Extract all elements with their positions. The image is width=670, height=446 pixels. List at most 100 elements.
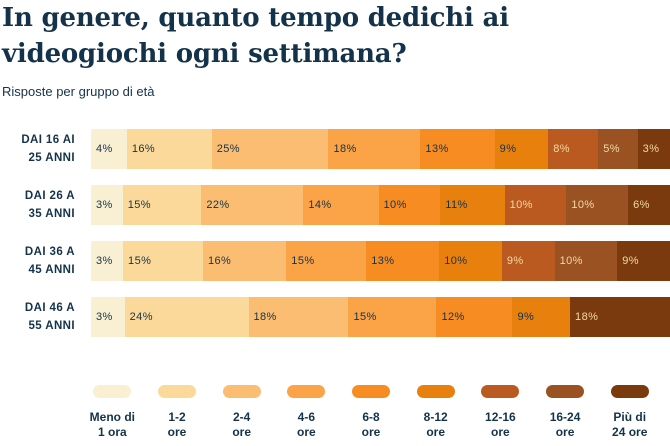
legend-label: 2-4 ore <box>232 410 251 440</box>
bar-segment: 13% <box>366 241 440 281</box>
legend-label: Più di 24 ore <box>612 410 647 440</box>
bar-segment: 15% <box>122 185 202 225</box>
legend-item: 1-2 ore <box>145 385 210 440</box>
legend-item: 16-24 ore <box>533 385 598 440</box>
row-label-line-2: 35 ANNI <box>28 208 75 220</box>
bar-segment: 25% <box>211 129 329 169</box>
bar-segment: 24% <box>124 297 249 337</box>
stacked-bar: 3% 24% 18% 15% 12% 9% 18% <box>91 297 670 337</box>
legend-swatch <box>352 385 391 398</box>
bar-segment: 8% <box>548 129 599 169</box>
legend-label-line-1: 2-4 <box>233 410 251 424</box>
legend-item: 12-16 ore <box>468 385 533 440</box>
bar-segment: 16% <box>126 129 212 169</box>
bar-segment: 11% <box>440 185 505 225</box>
legend-swatch <box>610 385 649 398</box>
segment-value-label: 24% <box>129 311 153 323</box>
bar-segment: 10% <box>504 185 567 225</box>
bar-row-label: DAI 16 AI 25 ANNI <box>0 129 91 169</box>
segment-value-label: 15% <box>291 255 315 267</box>
bar-segment: 18% <box>570 297 670 337</box>
legend-swatch <box>546 385 585 398</box>
bar-segment: 12% <box>436 297 513 337</box>
bar-segment: 10% <box>378 185 441 225</box>
legend-item: Più di 24 ore <box>597 385 662 440</box>
legend-label-line-1: 12-16 <box>485 410 516 424</box>
legend-label-line-1: 4-6 <box>297 410 316 424</box>
legend-swatch <box>416 385 455 398</box>
bar-segment: 10% <box>566 185 629 225</box>
legend-item: 6-8 ore <box>339 385 404 440</box>
bar-row: DAI 26 A 35 ANNI 3% 15% 22% 14% 10% 11% 10% 10% 6% <box>0 185 670 225</box>
legend-label-line-2: ore <box>426 425 446 439</box>
legend-label-line-2: ore <box>555 425 575 439</box>
legend-label-line-1: Meno di <box>89 410 135 424</box>
legend-label: 8-12 ore <box>424 410 448 440</box>
title-line-1: In genere, quanto tempo dedichi ai <box>2 3 509 33</box>
bar-segment: 14% <box>303 185 379 225</box>
bar-segment: 16% <box>202 241 287 281</box>
segment-value-label: 16% <box>131 143 156 155</box>
legend-label-line-2: 1 ora <box>97 425 127 439</box>
row-label-line-1: DAI 26 A <box>24 190 75 202</box>
segment-value-label: 9% <box>622 255 639 267</box>
bar-row: DAI 36 A 45 ANNI 3% 15% 16% 15% 13% 10% 9% 10% 9% <box>0 241 670 281</box>
bar-row-label: DAI 46 A 55 ANNI <box>0 297 91 337</box>
row-label-line-2: 45 ANNI <box>28 264 75 276</box>
segment-value-label: 9% <box>517 311 535 323</box>
bar-segment: 15% <box>123 241 203 281</box>
legend-item: 8-12 ore <box>403 385 468 440</box>
row-label-line-1: DAI 16 AI <box>21 134 75 146</box>
legend-item: 2-4 ore <box>209 385 274 440</box>
segment-value-label: 11% <box>445 199 468 211</box>
segment-value-label: 8% <box>553 143 570 155</box>
segment-value-label: 12% <box>441 311 465 323</box>
bar-segment: 3% <box>91 241 124 281</box>
segment-value-label: 14% <box>308 199 332 211</box>
segment-value-label: 15% <box>128 255 152 267</box>
segment-value-label: 22% <box>206 199 230 211</box>
bar-segment: 22% <box>201 185 304 225</box>
legend-swatch <box>481 385 520 398</box>
segment-value-label: 10% <box>444 255 468 267</box>
segment-value-label: 6% <box>633 199 650 211</box>
stacked-bar-chart: DAI 16 AI 25 ANNI 4% 16% 25% 18% 13% 9% 8% 5% 3% DA… <box>0 129 670 353</box>
segment-value-label: 3% <box>642 143 660 155</box>
segment-value-label: 10% <box>559 255 583 267</box>
segment-value-label: 5% <box>603 143 620 155</box>
bar-row: DAI 46 A 55 ANNI 3% 24% 18% 15% 12% 9% 18% <box>0 297 670 337</box>
legend-label: 6-8 ore <box>362 410 381 440</box>
row-label-line-1: DAI 36 A <box>24 246 75 258</box>
segment-value-label: 9% <box>506 255 524 267</box>
bar-segment: 18% <box>328 129 421 169</box>
legend-swatch <box>222 385 261 398</box>
row-label-line-2: 55 ANNI <box>28 320 75 332</box>
segment-value-label: 25% <box>216 143 240 155</box>
bar-segment: 9% <box>512 297 571 337</box>
legend-label-line-2: ore <box>297 425 316 439</box>
stacked-bar: 4% 16% 25% 18% 13% 9% 8% 5% 3% <box>91 129 670 169</box>
segment-value-label: 3% <box>96 311 113 323</box>
legend-label: 4-6 ore <box>297 410 316 440</box>
legend-label-line-1: 6-8 <box>362 410 380 424</box>
segment-value-label: 13% <box>425 143 449 155</box>
legend-swatch <box>158 385 196 398</box>
legend-label: 16-24 ore <box>550 410 581 440</box>
segment-value-label: 10% <box>383 199 407 211</box>
bar-segment: 13% <box>420 129 495 169</box>
legend-label-line-2: ore <box>167 425 187 439</box>
legend-label-line-1: 16-24 <box>549 410 581 424</box>
legend-label-line-2: 24 ore <box>612 425 648 439</box>
bar-segment: 10% <box>554 241 618 281</box>
stacked-bar: 3% 15% 22% 14% 10% 11% 10% 10% 6% <box>91 185 670 225</box>
legend-label: 1-2 ore <box>168 410 187 440</box>
chart-subtitle: Risposte per gruppo di età <box>2 84 155 99</box>
segment-value-label: 3% <box>96 255 113 267</box>
legend-swatch <box>93 385 132 398</box>
segment-value-label: 18% <box>575 311 599 323</box>
bar-segment: 15% <box>348 297 437 337</box>
segment-value-label: 3% <box>96 199 113 211</box>
segment-value-label: 13% <box>371 255 395 267</box>
bar-segment: 4% <box>91 129 127 169</box>
segment-value-label: 16% <box>207 255 232 267</box>
